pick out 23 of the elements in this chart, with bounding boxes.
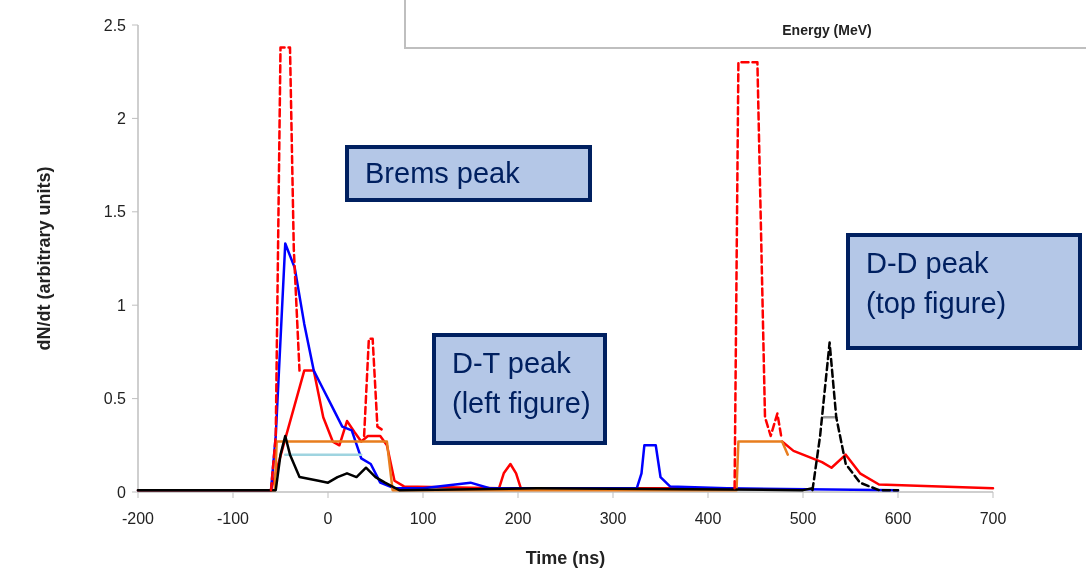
- y-axis-title: dN/dt (arbitrary units): [34, 166, 54, 351]
- annotation: D-D peak (top figure): [866, 247, 1007, 319]
- x-tick-label: 100: [409, 510, 437, 527]
- x-tick-label: 600: [884, 510, 912, 527]
- x-tick-label: -200: [121, 510, 155, 527]
- x-tick-label: 0: [323, 510, 333, 527]
- y-tick-label: 1: [117, 296, 127, 314]
- y-tick-label: 2.5: [103, 16, 127, 34]
- y-tick-label: 0: [117, 483, 127, 501]
- annotation: Energy (MeV): [782, 22, 872, 38]
- x-tick-label: 200: [504, 510, 532, 527]
- x-axis-title: Time (ns): [525, 548, 606, 568]
- y-tick-label: 0.5: [103, 390, 127, 408]
- x-tick-label: 700: [979, 510, 1007, 527]
- x-tick-label: 500: [789, 510, 817, 527]
- y-tick-label: 2: [117, 110, 127, 127]
- x-tick-label: 300: [599, 510, 627, 527]
- annotation: D-T peak (left figure): [452, 347, 591, 419]
- inset-panel: Energy (MeV): [404, 0, 1086, 49]
- x-tick-label: -100: [216, 510, 250, 527]
- x-tick-label: 400: [694, 510, 722, 527]
- y-tick-label: 1.5: [103, 203, 127, 221]
- annotation: Brems peak: [365, 157, 521, 189]
